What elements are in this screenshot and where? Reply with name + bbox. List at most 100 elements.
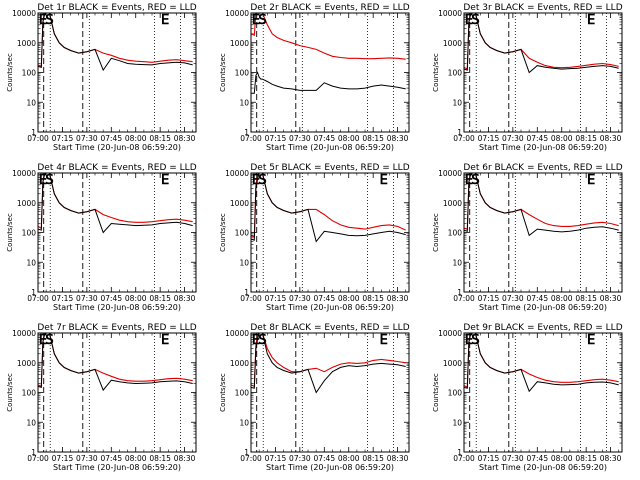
x-axis-label: Start Time (20-Jun-08 06:59:20): [53, 463, 181, 472]
y-axis-label: Counts/sec: [6, 53, 14, 92]
y-tick-label: 10: [452, 98, 462, 107]
panel-1: Det 1r BLACK = Events, RED = LLD 1 10 100 10…: [6, 3, 197, 152]
x-tick-label: 07:30: [76, 454, 98, 463]
x-tick-label: 08:15: [575, 134, 597, 143]
x-axis-label: Start Time (20-Jun-08 06:59:20): [479, 143, 607, 152]
y-tick-label: 100: [448, 389, 463, 398]
plot-frame: [250, 332, 410, 453]
x-tick-label: 08:00: [338, 294, 360, 303]
x-tick-label: 07:00: [453, 294, 475, 303]
marker-label: E: [161, 173, 169, 188]
y-tick-label: 10000: [12, 169, 36, 178]
plot-frame: [463, 172, 623, 293]
y-tick-label: 10: [26, 258, 36, 267]
x-tick-label: 08:15: [575, 294, 597, 303]
y-tick-label: 10000: [438, 329, 462, 338]
x-tick-label: 08:00: [338, 134, 360, 143]
x-tick-label: 08:15: [362, 134, 384, 143]
marker-label: E: [39, 13, 47, 28]
events-series-line: [464, 173, 619, 237]
lld-series-line: [38, 333, 193, 388]
plot-frame: [250, 172, 410, 293]
panel-5: Det 5r BLACK = Events, RED = LLD 1 10 100 10…: [219, 163, 410, 312]
x-tick-label: 08:15: [149, 294, 171, 303]
x-axis-label: Start Time (20-Jun-08 06:59:20): [266, 303, 394, 312]
marker-label: S: [258, 13, 266, 28]
y-tick-label: 1000: [443, 359, 462, 368]
y-tick-label: 100: [235, 69, 250, 78]
events-series-line: [38, 173, 193, 234]
panel-2: Det 2r BLACK = Events, RED = LLD 1 10 100 10…: [219, 3, 410, 152]
panel-3: Det 3r BLACK = Events, RED = LLD 1 10 100 10…: [432, 3, 623, 152]
x-tick-label: 07:00: [27, 134, 49, 143]
x-tick-label: 07:45: [100, 454, 122, 463]
y-tick-label: 1000: [230, 199, 249, 208]
x-tick-label: 07:00: [453, 134, 475, 143]
plot-frame: [463, 12, 623, 133]
panel-title: Det 1r BLACK = Events, RED = LLD: [37, 3, 196, 13]
x-tick-label: 08:00: [125, 134, 147, 143]
y-tick-label: 1000: [17, 39, 36, 48]
x-axis-label: Start Time (20-Jun-08 06:59:20): [479, 463, 607, 472]
panel-4: Det 4r BLACK = Events, RED = LLD 1 10 100 10…: [6, 163, 197, 312]
marker-label: E: [587, 13, 595, 28]
y-tick-label: 100: [448, 229, 463, 238]
x-tick-label: 07:00: [240, 294, 262, 303]
marker-label: E: [39, 333, 47, 348]
x-tick-label: 08:30: [387, 454, 409, 463]
lld-series-line: [38, 173, 193, 230]
y-tick-label: 100: [22, 389, 37, 398]
x-tick-label: 07:30: [289, 134, 311, 143]
y-tick-label: 100: [22, 229, 37, 238]
x-tick-label: 08:30: [387, 294, 409, 303]
x-tick-label: 07:30: [502, 134, 524, 143]
x-tick-label: 08:15: [149, 134, 171, 143]
panel-title: Det 4r BLACK = Events, RED = LLD: [37, 163, 196, 173]
y-tick-label: 1000: [443, 199, 462, 208]
lld-series-line: [464, 13, 619, 71]
marker-label: E: [465, 173, 473, 188]
x-tick-label: 07:45: [526, 294, 548, 303]
lld-series-line: [38, 13, 193, 68]
x-axis-label: Start Time (20-Jun-08 06:59:20): [53, 143, 181, 152]
x-tick-label: 08:30: [174, 294, 196, 303]
plot-frame: [250, 12, 410, 133]
y-tick-label: 1000: [17, 199, 36, 208]
x-tick-label: 07:15: [265, 294, 287, 303]
panel-title: Det 3r BLACK = Events, RED = LLD: [463, 3, 622, 13]
y-tick-label: 1: [244, 448, 249, 457]
x-tick-label: 08:00: [551, 134, 573, 143]
marker-label: S: [471, 13, 479, 28]
x-tick-label: 08:15: [149, 454, 171, 463]
y-axis-label: Counts/sec: [432, 373, 440, 412]
x-tick-label: 07:30: [502, 294, 524, 303]
lld-series-line: [464, 173, 619, 230]
marker-label: E: [161, 13, 169, 28]
y-axis-label: Counts/sec: [6, 373, 14, 412]
x-tick-label: 07:00: [27, 454, 49, 463]
marker-label: E: [587, 333, 595, 348]
y-tick-label: 1: [31, 128, 36, 137]
events-series-line: [464, 13, 619, 74]
x-tick-label: 08:30: [174, 454, 196, 463]
y-tick-label: 1: [457, 128, 462, 137]
y-tick-label: 1: [31, 448, 36, 457]
x-tick-label: 07:30: [289, 454, 311, 463]
x-tick-label: 07:15: [478, 134, 500, 143]
panel-title: Det 2r BLACK = Events, RED = LLD: [250, 3, 409, 13]
y-tick-label: 100: [235, 229, 250, 238]
x-tick-label: 07:00: [240, 454, 262, 463]
x-tick-label: 07:30: [76, 134, 98, 143]
x-tick-label: 07:15: [265, 454, 287, 463]
y-tick-label: 1: [244, 288, 249, 297]
x-axis-label: Start Time (20-Jun-08 06:59:20): [266, 143, 394, 152]
x-tick-label: 08:00: [338, 454, 360, 463]
x-tick-label: 07:15: [52, 134, 74, 143]
y-tick-label: 1000: [230, 359, 249, 368]
panel-7: Det 7r BLACK = Events, RED = LLD 1 10 100 10…: [6, 323, 197, 472]
x-tick-label: 07:15: [478, 294, 500, 303]
marker-label: E: [587, 173, 595, 188]
y-tick-label: 1000: [230, 39, 249, 48]
marker-label: E: [252, 333, 260, 348]
y-tick-label: 10000: [225, 9, 249, 18]
